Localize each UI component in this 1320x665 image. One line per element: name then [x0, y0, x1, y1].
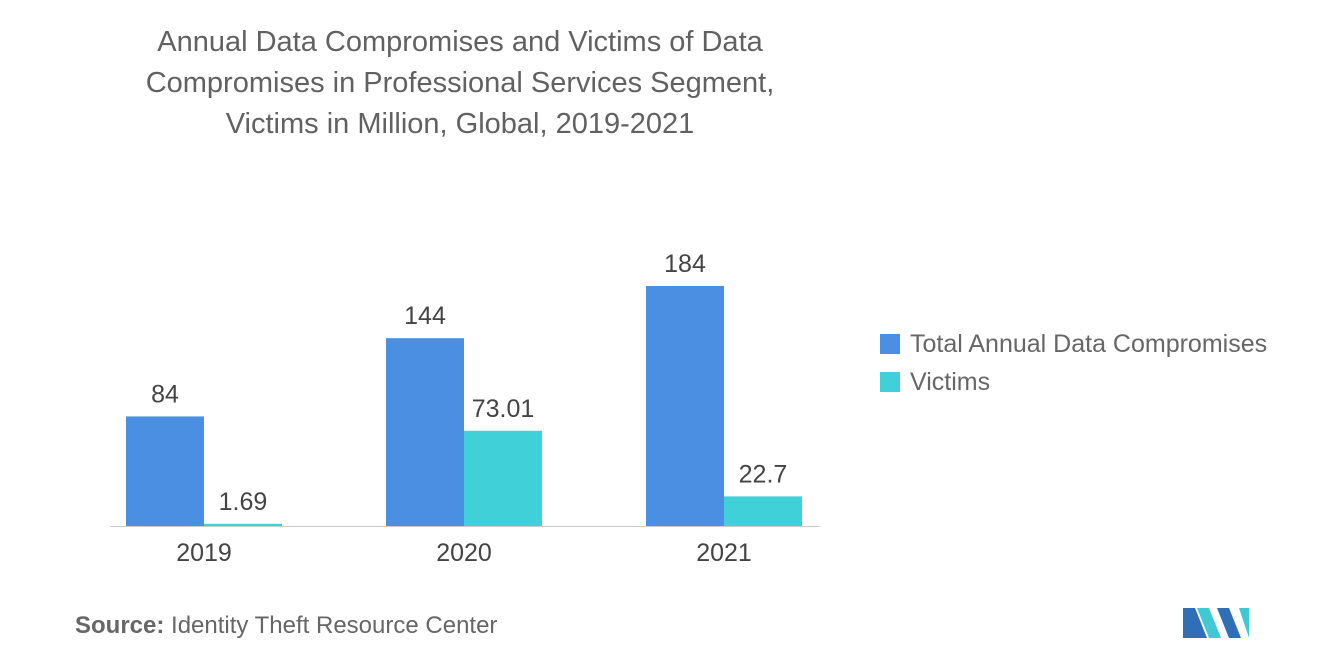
chart-title: Annual Data Compromises and Victims of D…: [60, 22, 860, 145]
bar-total-2020: [386, 338, 464, 526]
x-tick-label-2019: 2019: [176, 539, 232, 567]
data-label-victims-2021: 22.7: [739, 460, 788, 488]
bar-victims-2019: [204, 523, 282, 526]
legend-swatch-total: [880, 334, 900, 354]
legend-label-victims: Victims: [910, 367, 991, 396]
legend-swatch-victims: [880, 372, 900, 392]
bar-victims-2020: [464, 430, 542, 526]
chart-title-line-1: Annual Data Compromises and Victims of D…: [157, 26, 763, 58]
x-tick-label-2020: 2020: [436, 539, 492, 567]
legend-item-victims: Victims: [880, 363, 1267, 401]
source-note: Source: Identity Theft Resource Center: [75, 612, 497, 640]
legend-label-total: Total Annual Data Compromises: [910, 329, 1268, 358]
data-label-total-2020: 144: [404, 302, 446, 330]
data-label-victims-2019: 1.69: [219, 488, 268, 516]
bar-chart: 84 1.69 2019 144 73.01 2020 184 22.7 2021: [110, 250, 820, 567]
brand-logo-icon: [1183, 608, 1249, 638]
legend-item-total: Total Annual Data Compromises: [880, 325, 1267, 363]
bar-total-2019: [126, 416, 204, 526]
data-label-victims-2020: 73.01: [472, 395, 535, 423]
chart-title-line-3: Victims in Million, Global, 2019-2021: [225, 108, 695, 140]
source-text: Identity Theft Resource Center: [171, 612, 498, 639]
bar-victims-2021: [724, 496, 802, 526]
bar-total-2021: [646, 286, 724, 526]
x-tick-label-2021: 2021: [696, 539, 752, 567]
chart-title-line-2: Compromises in Professional Services Seg…: [145, 67, 775, 99]
source-label: Source:: [75, 612, 165, 639]
data-label-total-2021: 184: [664, 250, 706, 278]
chart-legend: Total Annual Data Compromises Victims: [880, 325, 1267, 401]
data-label-total-2019: 84: [151, 380, 179, 408]
